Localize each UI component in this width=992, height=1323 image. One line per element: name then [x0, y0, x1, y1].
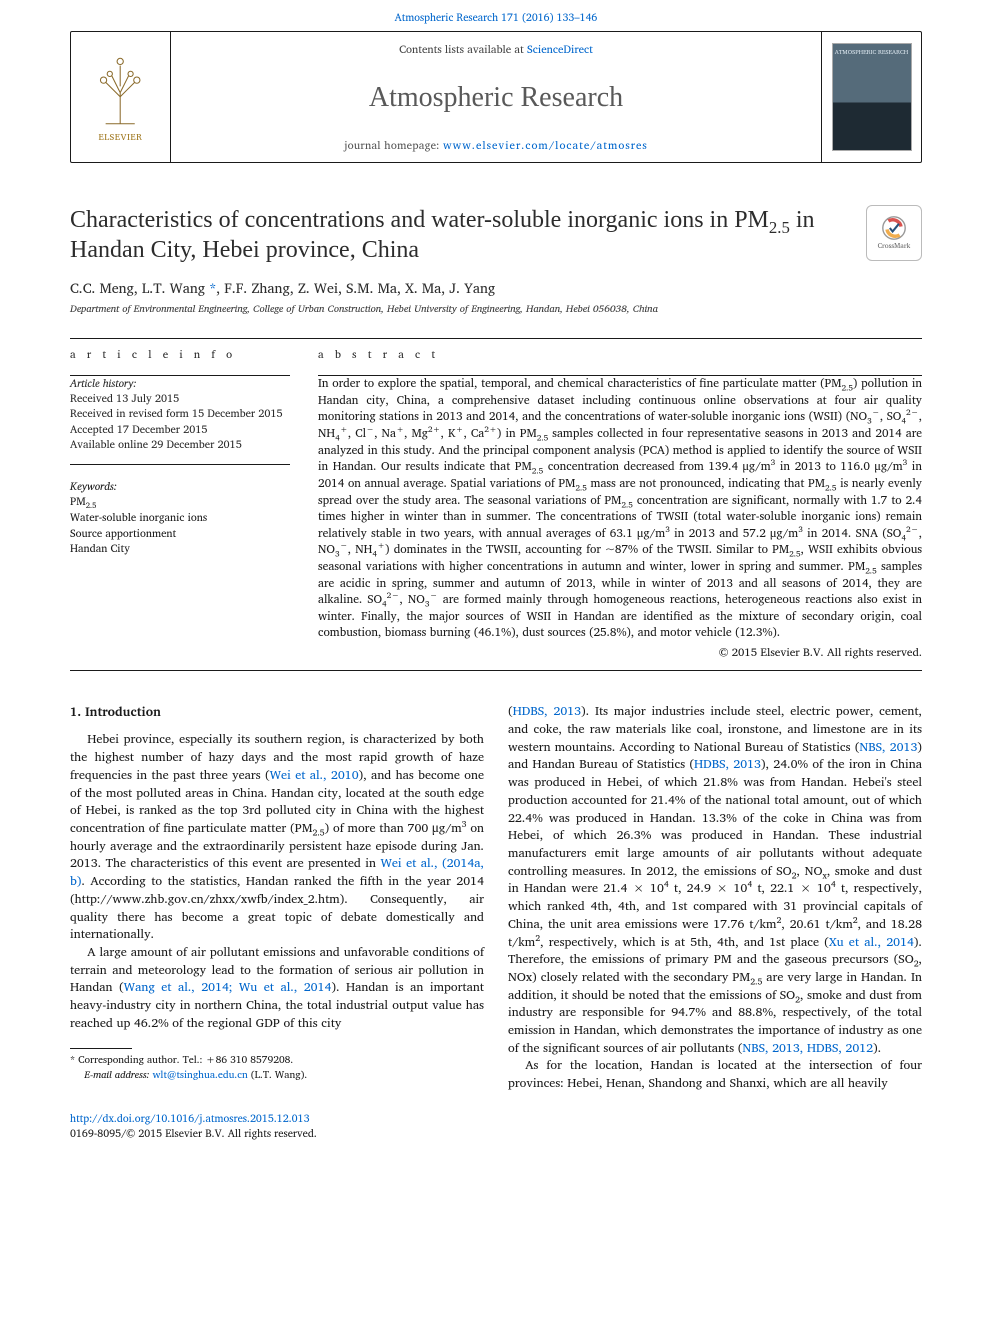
cover-label: ATMOSPHERIC RESEARCH: [835, 47, 908, 57]
jhp-prefix: journal homepage:: [344, 136, 443, 154]
doi-block: http://dx.doi.org/10.1016/j.atmosres.201…: [70, 1111, 922, 1142]
crossmark-icon: [880, 214, 908, 242]
section-heading: 1. Introduction: [70, 703, 484, 721]
title-text: Characteristics of concentrations and wa…: [70, 207, 815, 263]
publisher-name: ELSEVIER: [98, 130, 142, 143]
issn-line: 0169-8095/© 2015 Elsevier B.V. All right…: [70, 1124, 317, 1142]
email-label: E-mail address:: [84, 1067, 152, 1083]
intro-p3: (HDBS, 2013). Its major industries inclu…: [508, 703, 922, 1057]
intro-p4: As for the location, Handan is located a…: [508, 1057, 922, 1092]
abstract-text: In order to explore the spatial, tempora…: [318, 376, 922, 642]
ref-link[interactable]: Wei et al., 2010: [270, 765, 359, 785]
rule-kw: [70, 464, 290, 465]
keyword: Handan City: [70, 541, 290, 557]
article-history: Article history: Received 13 July 2015 R…: [70, 376, 290, 452]
journal-homepage-url[interactable]: www.elsevier.com/locate/atmosres: [443, 136, 648, 154]
authors-line: C.C. Meng, L.T. Wang *, F.F. Zhang, Z. W…: [70, 279, 922, 299]
masthead-center: Contents lists available at ScienceDirec…: [171, 32, 821, 162]
article-info-label: a r t i c l e i n f o: [70, 339, 290, 369]
journal-name: Atmospheric Research: [369, 78, 623, 119]
article-title: Characteristics of concentrations and wa…: [70, 205, 850, 265]
corr-email-link[interactable]: wlt@tsinghua.edu.cn: [152, 1067, 247, 1083]
footnote-rule: [70, 1048, 132, 1049]
keywords-head: Keywords:: [70, 479, 290, 495]
txt: ), 24.0% of the iron in China was produc…: [508, 754, 922, 951]
crossmark-badge[interactable]: CrossMark: [866, 205, 922, 261]
intro-p1: Hebei province, especially its southern …: [70, 731, 484, 943]
abstract-column: a b s t r a c t In order to explore the …: [318, 339, 922, 660]
article-body: 1. Introduction Hebei province, especial…: [70, 703, 922, 1092]
affiliation: Department of Environmental Engineering,…: [70, 302, 922, 317]
abstract-label: a b s t r a c t: [318, 339, 922, 369]
running-citation: Atmospheric Research 171 (2016) 133–146: [0, 0, 992, 31]
history-item: Available online 29 December 2015: [70, 437, 290, 452]
sd-prefix: Contents lists available at: [399, 40, 527, 58]
elsevier-logo: ELSEVIER: [85, 51, 157, 143]
abstract-copyright: © 2015 Elsevier B.V. All rights reserved…: [318, 644, 922, 660]
keywords-list: PM2.5 Water-soluble inorganic ions Sourc…: [70, 494, 290, 557]
crossmark-label: CrossMark: [878, 242, 911, 252]
txt: . According to the statistics, Handan ra…: [70, 871, 484, 944]
article-info-column: a r t i c l e i n f o Article history: R…: [70, 339, 290, 660]
citation-text[interactable]: Atmospheric Research 171 (2016) 133–146: [395, 8, 598, 26]
corr-author-mark[interactable]: *: [209, 277, 216, 300]
corr-footnote: * Corresponding author. Tel.: +86 310 85…: [70, 1053, 484, 1068]
sciencedirect-line: Contents lists available at ScienceDirec…: [399, 42, 593, 58]
journal-cover-thumbnail: ATMOSPHERIC RESEARCH: [832, 43, 912, 151]
intro-p2: A large amount of air pollutant emission…: [70, 944, 484, 1033]
journal-masthead: ELSEVIER Contents lists available at Sci…: [70, 31, 922, 163]
sciencedirect-link[interactable]: ScienceDirect: [527, 40, 593, 58]
journal-homepage: journal homepage: www.elsevier.com/locat…: [344, 138, 648, 154]
authors-text: C.C. Meng, L.T. Wang *, F.F. Zhang, Z. W…: [70, 277, 495, 300]
cover-cell: ATMOSPHERIC RESEARCH: [821, 32, 921, 162]
email-suffix: (L.T. Wang).: [248, 1067, 307, 1083]
publisher-logo-cell: ELSEVIER: [71, 32, 171, 162]
rule-bottom: [70, 670, 922, 671]
email-footnote: E-mail address: wlt@tsinghua.edu.cn (L.T…: [70, 1068, 484, 1083]
tree-icon: [89, 51, 151, 128]
